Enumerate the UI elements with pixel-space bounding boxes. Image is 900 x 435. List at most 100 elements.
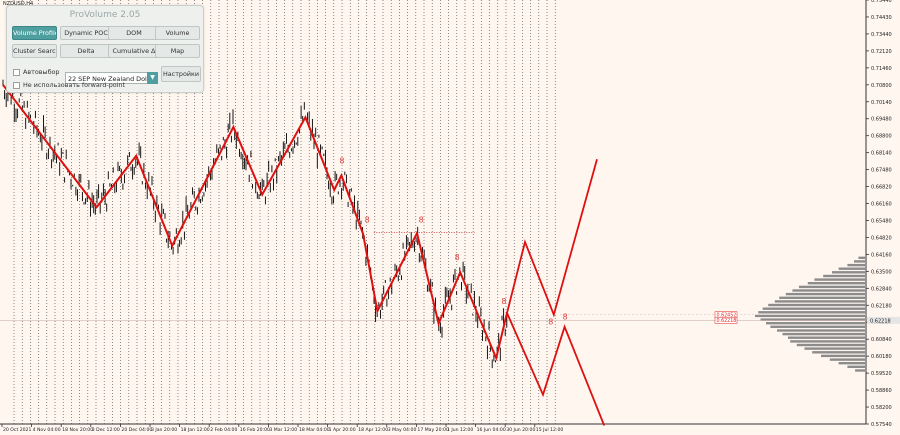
y-tick-label: 0.67480 <box>871 168 892 174</box>
x-tick-label: 15 Jul 12:00 <box>536 427 564 433</box>
x-tick-label: 3 Dec 12:00 <box>92 427 120 433</box>
volume-profile-bar <box>774 300 865 303</box>
volume-profile-bar <box>782 332 865 336</box>
volume-profile-bar <box>790 340 865 343</box>
x-tick-label: 2 Feb 04:00 <box>210 427 237 433</box>
dynamic-poc-button[interactable]: Dynamic POC <box>60 26 112 40</box>
wave-marker: 8 <box>419 216 424 225</box>
wave-marker: 8 <box>339 156 344 165</box>
map-button[interactable]: Map <box>155 44 200 58</box>
y-tick-label: 0.62180 <box>871 303 892 309</box>
x-tick-label: 1 Jun 12:00 <box>447 427 473 433</box>
volume-profile-bar <box>847 263 865 267</box>
volume-profile-bar <box>829 358 865 361</box>
y-tick-label: 0.60180 <box>871 354 892 360</box>
settings-button[interactable]: Настройки <box>161 66 201 82</box>
volume-profile-bar <box>838 267 865 270</box>
x-tick-label: 17 May 20:00 <box>417 427 449 433</box>
y-tick-label: 0.72120 <box>871 49 892 55</box>
volume-profile-bar <box>804 347 865 350</box>
contract-select[interactable]: 22 SEP New Zealand Dollar <box>65 72 158 84</box>
volume-profile-bar <box>823 274 865 278</box>
y-tick-label: 0.64820 <box>871 235 892 241</box>
zigzag-line <box>2 84 508 362</box>
autoselect-label: Автовыбор <box>23 68 60 76</box>
x-tick-label: 18 Nov 20:00 <box>62 427 93 433</box>
volume-profile-bar <box>777 329 865 332</box>
volume-profile-bar <box>792 289 865 292</box>
cumulative-delta-button[interactable]: Cumulative Δ <box>108 44 160 58</box>
volume-button[interactable]: Volume <box>155 26 200 40</box>
y-tick-label: 0.63500 <box>871 269 892 275</box>
volume-profile-bar <box>779 296 865 299</box>
x-tick-label: 18 Mar 04:00 <box>299 427 330 433</box>
volume-profile-bar <box>755 314 865 318</box>
x-tick-label: 18 Jan 12:00 <box>181 427 210 433</box>
y-tick-label: 0.62840 <box>871 286 892 292</box>
volume-profile-bar <box>847 365 865 368</box>
chevron-down-icon[interactable]: ▼ <box>147 72 158 84</box>
cluster-search-button[interactable]: Cluster Search <box>12 44 57 58</box>
y-tick-label: 0.73440 <box>871 32 892 38</box>
x-tick-label: 1 Apr 20:00 <box>329 427 356 433</box>
y-tick-label: 0.66820 <box>871 185 892 191</box>
volume-profile-bar <box>814 278 865 281</box>
y-tick-label: 0.70140 <box>871 100 892 106</box>
delta-button[interactable]: Delta <box>60 44 112 58</box>
forward-point-checkbox[interactable] <box>13 82 20 89</box>
y-tick-label: 0.58200 <box>871 405 892 411</box>
volume-profile-bar <box>799 285 865 289</box>
x-tick-label: 16 Feb 20:00 <box>240 427 270 433</box>
x-tick-label: 3 Jan 20:00 <box>151 427 177 433</box>
autoselect-checkbox[interactable] <box>13 69 20 76</box>
y-tick-label: 0.58860 <box>871 388 892 394</box>
y-tick-label: 0.64160 <box>871 252 892 258</box>
volume-profile-bar <box>854 260 865 263</box>
current-price-axis-label: 0.62218 <box>870 318 891 324</box>
x-tick-label: 18 Apr 12:00 <box>358 427 388 433</box>
wave-marker: 8 <box>563 313 568 322</box>
projection-line <box>506 312 606 426</box>
projection-line <box>506 158 598 318</box>
y-tick-label: 0.60840 <box>871 337 892 343</box>
volume-profile-bar <box>855 369 865 372</box>
x-tick-label: 4 Nov 04:00 <box>33 427 61 433</box>
price-box-label: 0.62452 <box>717 313 737 319</box>
forward-point-label: Не использовать forward-point <box>23 81 125 89</box>
volume-profile-bar <box>812 351 865 354</box>
y-tick-label: 0.75440 <box>871 0 892 4</box>
volume-profile-bar <box>858 256 865 259</box>
price-box-label: 0.62218 <box>717 318 737 324</box>
y-tick-label: 0.74430 <box>871 15 892 21</box>
current-price-axis-box <box>867 316 900 324</box>
y-tick-label: 0.66160 <box>871 202 892 208</box>
y-tick-label: 0.69480 <box>871 117 892 123</box>
volume-profile-bar <box>768 303 865 307</box>
x-tick-label: 20 Oct 2021 <box>3 427 31 433</box>
symbol-label: NZDUSD,H4 <box>3 1 34 7</box>
volume-profile-bar <box>762 307 865 310</box>
volume-profile-bar <box>760 318 865 321</box>
wave-marker: 8 <box>548 317 553 326</box>
volume-profile-bar <box>766 322 865 325</box>
volume-profile-bar <box>807 282 865 285</box>
x-tick-label: 3 Mar 12:00 <box>269 427 297 433</box>
y-tick-label: 0.59520 <box>871 371 892 377</box>
x-tick-label: 20 Dec 04:00 <box>121 427 152 433</box>
volume-profile-bar <box>796 343 865 347</box>
provolume-panel: ProVolume 2.05 Volume Profile Dynamic PO… <box>6 5 204 93</box>
volume-profile-bar <box>788 336 865 339</box>
dom-button[interactable]: DOM <box>108 26 160 40</box>
wave-marker: 8 <box>455 253 460 262</box>
y-tick-label: 0.68800 <box>871 134 892 140</box>
volume-profile-bar <box>758 311 865 314</box>
volume-profile-bar <box>821 354 865 358</box>
panel-title: ProVolume 2.05 <box>69 10 141 20</box>
volume-profile-bar <box>832 271 865 274</box>
y-tick-label: 0.71460 <box>871 66 892 72</box>
volume-profile-bar <box>785 292 865 296</box>
wave-marker: 8 <box>501 297 506 306</box>
volume-profile-button[interactable]: Volume Profile <box>12 26 57 40</box>
